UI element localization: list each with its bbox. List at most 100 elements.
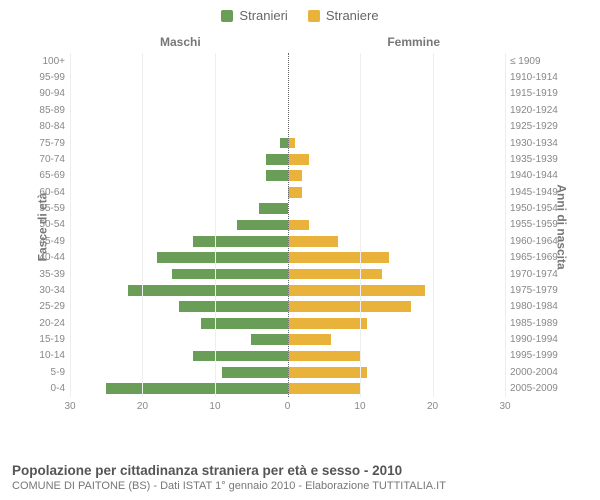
gridline [433,53,434,397]
bar-female [288,220,310,231]
birth-year-label: 1970-1974 [510,269,580,280]
legend-label-male: Stranieri [239,8,287,23]
x-tick-label: 30 [64,401,75,412]
bar-female [288,285,426,296]
birth-year-label: 1965-1969 [510,252,580,263]
birth-year-label: 1995-1999 [510,350,580,361]
birth-year-label: 1990-1994 [510,334,580,345]
bar-female [288,187,303,198]
age-label: 90-94 [20,88,65,99]
age-label: 65-69 [20,170,65,181]
legend-label-female: Straniere [326,8,379,23]
bar-female [288,351,360,362]
bar-male [280,138,287,149]
x-tick-label: 20 [427,401,438,412]
gridline [360,53,361,397]
bar-female [288,301,411,312]
bar-female [288,367,368,378]
birth-year-label: 1945-1949 [510,187,580,198]
age-label: 35-39 [20,269,65,280]
birth-year-label: 1915-1919 [510,88,580,99]
birth-year-label: 1985-1989 [510,318,580,329]
age-label: 10-14 [20,350,65,361]
age-label: 25-29 [20,301,65,312]
bar-male [157,252,288,263]
gridline [70,53,71,397]
center-axis [288,53,289,397]
birth-year-label: 1975-1979 [510,285,580,296]
birth-year-label: 1925-1929 [510,121,580,132]
caption: Popolazione per cittadinanza straniera p… [12,463,588,492]
age-label: 15-19 [20,334,65,345]
column-title-female: Femmine [387,35,440,49]
age-label: 85-89 [20,105,65,116]
age-label: 60-64 [20,187,65,198]
age-label: 55-59 [20,203,65,214]
legend-item-female: Straniere [308,8,379,23]
male-swatch [221,10,233,22]
birth-year-label: 1910-1914 [510,72,580,83]
birth-year-label: 2005-2009 [510,383,580,394]
gridline [505,53,506,397]
age-label: 45-49 [20,236,65,247]
bar-female [288,236,339,247]
age-label: 95-99 [20,72,65,83]
legend: Stranieri Straniere [0,0,600,23]
bar-female [288,318,368,329]
gridline [142,53,143,397]
birth-year-label: 1955-1959 [510,219,580,230]
bar-male [193,351,287,362]
legend-item-male: Stranieri [221,8,287,23]
plot: 100+≤ 190995-991910-191490-941915-191985… [70,53,505,397]
x-tick-label: 20 [137,401,148,412]
gridline [215,53,216,397]
bar-male [266,170,288,181]
bar-female [288,138,295,149]
birth-year-label: 1930-1934 [510,138,580,149]
age-label: 30-34 [20,285,65,296]
bar-male [172,269,288,280]
column-title-male: Maschi [160,35,201,49]
age-label: 70-74 [20,154,65,165]
bar-male [193,236,287,247]
bar-female [288,269,382,280]
bar-male [128,285,288,296]
birth-year-label: 1980-1984 [510,301,580,312]
bar-male [266,154,288,165]
x-tick-label: 10 [354,401,365,412]
birth-year-label: 1940-1944 [510,170,580,181]
bar-male [237,220,288,231]
x-tick-label: 10 [209,401,220,412]
bar-male [201,318,288,329]
chart-title: Popolazione per cittadinanza straniera p… [12,463,588,478]
birth-year-label: 1960-1964 [510,236,580,247]
bar-female [288,383,360,394]
female-swatch [308,10,320,22]
birth-year-label: 1920-1924 [510,105,580,116]
bar-female [288,154,310,165]
age-label: 40-44 [20,252,65,263]
bar-male [179,301,288,312]
age-label: 75-79 [20,138,65,149]
x-tick-label: 0 [285,401,291,412]
x-axis: 0102030102030 [70,401,505,417]
age-label: 100+ [20,56,65,67]
chart-subtitle: COMUNE DI PAITONE (BS) - Dati ISTAT 1° g… [12,480,588,492]
birth-year-label: 2000-2004 [510,367,580,378]
bar-female [288,170,303,181]
age-label: 80-84 [20,121,65,132]
age-label: 20-24 [20,318,65,329]
age-label: 0-4 [20,383,65,394]
bar-female [288,252,390,263]
age-label: 50-54 [20,219,65,230]
bar-male [259,203,288,214]
bar-male [106,383,287,394]
birth-year-label: 1950-1954 [510,203,580,214]
x-tick-label: 30 [499,401,510,412]
bar-male [222,367,287,378]
birth-year-label: ≤ 1909 [510,56,580,67]
chart-area: Maschi Femmine Fasce di età Anni di nasc… [10,27,590,427]
bar-male [251,334,287,345]
bar-female [288,334,332,345]
age-label: 5-9 [20,367,65,378]
